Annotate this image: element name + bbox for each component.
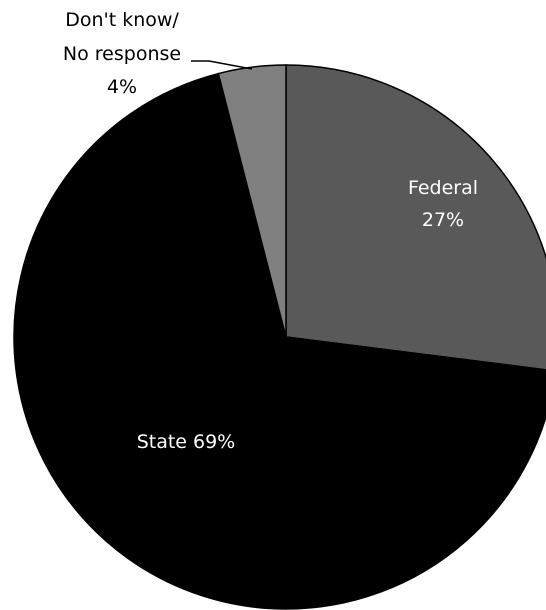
- federal-value-label: 27%: [422, 209, 464, 231]
- state-label: State: [137, 431, 187, 453]
- federal-slice: [285, 64, 546, 371]
- state-value-label: 69%: [193, 431, 235, 453]
- dont-know-label-line-1: Don't know/: [65, 9, 179, 31]
- federal-label: Federal: [408, 177, 478, 199]
- pie-slices: [13, 64, 546, 610]
- dont-know-slice: [217, 64, 287, 338]
- dont-know-label-line-2: No response: [63, 43, 181, 65]
- dont-know-leader-line-segment: [208, 60, 253, 70]
- dont-know-value-label: 4%: [107, 76, 137, 98]
- state-slice: [13, 72, 546, 610]
